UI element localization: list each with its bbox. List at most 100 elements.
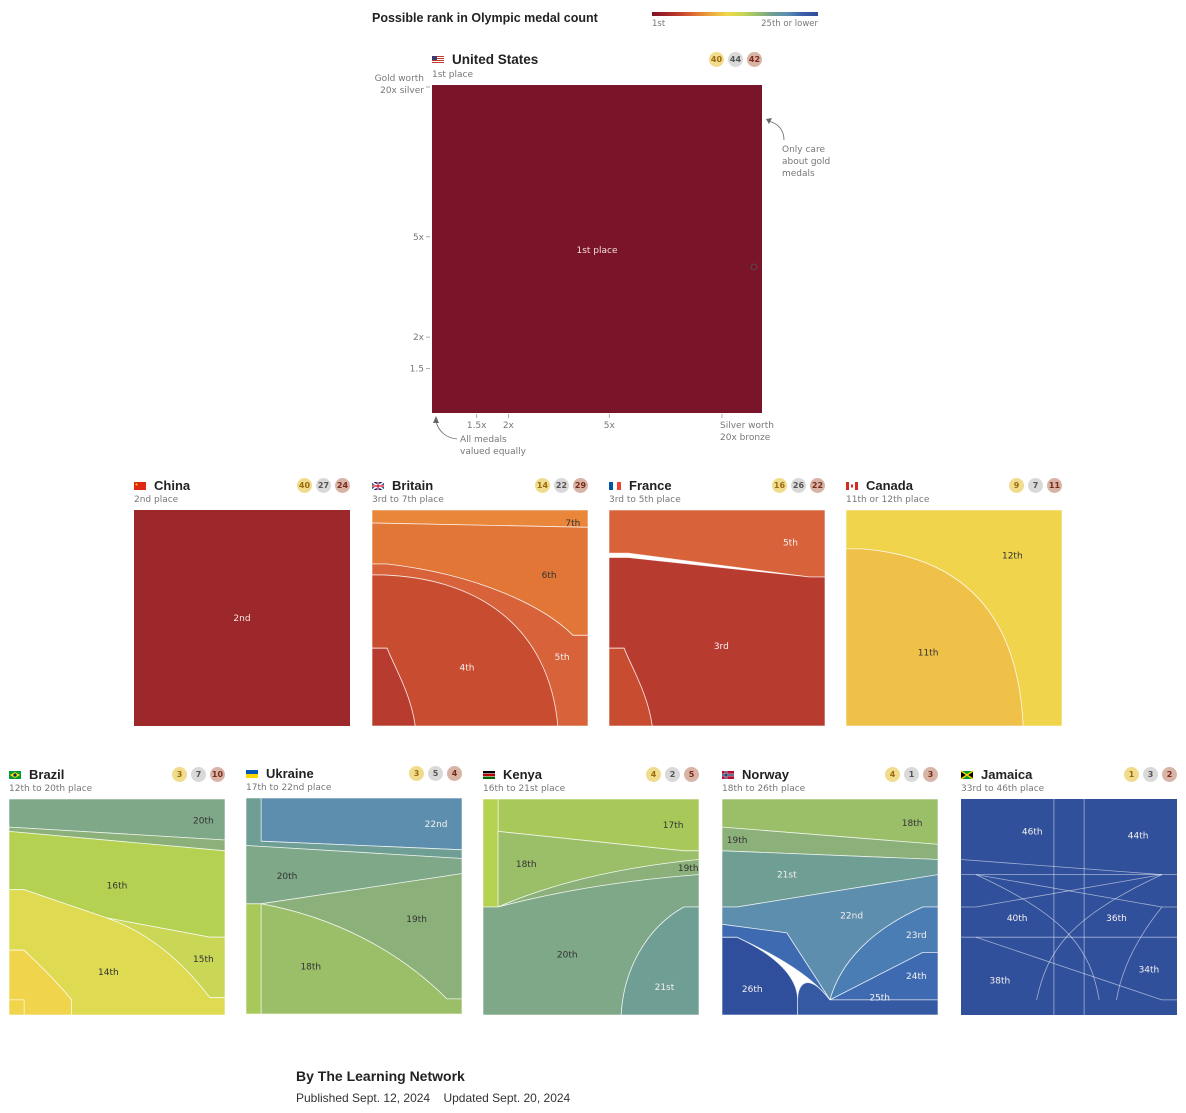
rank-label: 19th bbox=[727, 836, 748, 846]
region-boundary bbox=[961, 859, 1162, 875]
rank-label: 25th bbox=[869, 994, 890, 1004]
silver-medal-count: 26 bbox=[791, 478, 806, 493]
published-date: Published Sept. 12, 2024 bbox=[296, 1091, 431, 1105]
norway-flag-icon bbox=[722, 771, 734, 779]
us-flag-icon bbox=[432, 56, 444, 64]
gold-medal-count: 4 bbox=[646, 767, 661, 782]
medal-counts: 14 22 29 bbox=[535, 478, 588, 493]
rank-label: 40th bbox=[1007, 914, 1028, 924]
bronze-medal-count: 11 bbox=[1047, 478, 1062, 493]
rank-region bbox=[722, 923, 831, 1001]
country-name: Canada bbox=[866, 478, 913, 493]
bronze-medal-count: 42 bbox=[747, 52, 762, 67]
panel-united-states: United States 1st place 40 44 42 1st place 1.5… bbox=[375, 52, 830, 465]
rank-label: 7th bbox=[565, 519, 580, 529]
place-range: 17th to 22nd place bbox=[246, 783, 332, 793]
jamaica-flag-icon bbox=[961, 771, 973, 779]
panel-canada: Canada 11th or 12th place 9 7 11 12th 11th bbox=[846, 478, 1062, 726]
byline: By The Learning Network bbox=[296, 1068, 465, 1084]
region-boundary bbox=[1036, 874, 1163, 1000]
rank-label: 20th bbox=[277, 872, 298, 882]
panel-france: France 3rd to 5th place 16 26 22 5th 3rd bbox=[609, 478, 825, 726]
rank-region bbox=[246, 798, 462, 859]
panel-header: Brazil 12th to 20th place 3 7 10 bbox=[9, 767, 225, 799]
bronze-medal-count: 4 bbox=[447, 766, 462, 781]
rank-region bbox=[620, 906, 699, 1015]
country-name: Jamaica bbox=[981, 767, 1033, 782]
rank-label: 38th bbox=[990, 976, 1011, 986]
heatmap-regions bbox=[609, 510, 825, 726]
ukraine-flag-icon bbox=[246, 770, 258, 778]
rank-label: 11th bbox=[918, 649, 939, 659]
gold-medal-count: 9 bbox=[1009, 478, 1024, 493]
medal-counts: 40 27 24 bbox=[297, 478, 350, 493]
country-name: Brazil bbox=[29, 767, 65, 782]
rank-label: 34th bbox=[1139, 966, 1160, 976]
rank-label: 17th bbox=[663, 821, 684, 831]
rank-label: 16th bbox=[107, 881, 128, 891]
heatmap-regions bbox=[9, 799, 225, 1015]
rank-label: 2nd bbox=[233, 614, 250, 624]
panel-header: Norway 18th to 26th place 4 1 3 bbox=[722, 767, 938, 799]
rank-label: 5th bbox=[555, 653, 570, 663]
panel-header: Ukraine 17th to 22nd place 3 5 4 bbox=[246, 766, 462, 798]
rank-region bbox=[9, 799, 225, 841]
rank-region bbox=[372, 647, 416, 726]
panel-ukraine: Ukraine 17th to 22nd place 3 5 4 22nd 20th 19th… bbox=[246, 766, 462, 1014]
rank-heatmap: 2nd bbox=[134, 510, 350, 726]
rank-region bbox=[846, 548, 1024, 726]
rank-label: 36th bbox=[1106, 914, 1127, 924]
annotation-arrow bbox=[767, 120, 785, 141]
place-range: 11th or 12th place bbox=[846, 495, 930, 505]
x-tick-label: 2x bbox=[503, 421, 515, 431]
gold-medal-count: 3 bbox=[172, 767, 187, 782]
gold-medal-count: 40 bbox=[297, 478, 312, 493]
rank-color-legend: 1st 25th or lower bbox=[652, 12, 818, 29]
bronze-medal-count: 22 bbox=[810, 478, 825, 493]
rank-label: 22nd bbox=[425, 820, 448, 830]
annotation-top-right: Only care bbox=[782, 145, 825, 155]
heatmap-regions bbox=[722, 799, 938, 1015]
y-tick-label: 20x silver bbox=[380, 86, 424, 96]
rank-heatmap: 18th 19th 21st 22nd 23rd 24th 25th 26th bbox=[722, 799, 938, 1015]
y-tick-label: 2x bbox=[413, 333, 425, 343]
rank-region bbox=[722, 826, 938, 860]
kenya-flag-icon bbox=[483, 771, 495, 779]
heatmap-regions bbox=[483, 799, 699, 1015]
panel-header: Kenya 16th to 21st place 4 2 5 bbox=[483, 767, 699, 799]
rank-label: 18th bbox=[516, 860, 537, 870]
region-boundary bbox=[976, 874, 1177, 908]
medal-counts: 3 7 10 bbox=[172, 767, 225, 782]
country-name: Norway bbox=[742, 767, 789, 782]
rank-region bbox=[260, 903, 462, 1014]
rank-label: 1st place bbox=[576, 246, 617, 256]
panel-britain: Britain 3rd to 7th place 14 22 29 7th 6th 5th 4t… bbox=[372, 478, 588, 726]
x-tick-label: 5x bbox=[604, 421, 616, 431]
rank-label: 18th bbox=[300, 962, 321, 972]
country-name: Kenya bbox=[503, 767, 543, 782]
silver-medal-count: 5 bbox=[428, 766, 443, 781]
rank-label: 21st bbox=[777, 871, 797, 881]
china-flag-icon bbox=[134, 482, 146, 490]
annotation-bottom-left: All medals bbox=[460, 435, 507, 445]
rank-heatmap: 5th 3rd bbox=[609, 510, 825, 726]
rank-label: 15th bbox=[193, 955, 214, 965]
rank-heatmap-large: 1st place 1.5 2x 5x Gold worth 20x silver 1.5x… bbox=[375, 74, 831, 457]
x-tick-label: Silver worth bbox=[720, 421, 774, 431]
bronze-medal-count: 10 bbox=[210, 767, 225, 782]
panel-china: China 2nd place 40 27 24 2nd bbox=[134, 478, 350, 726]
region-boundary bbox=[1116, 906, 1163, 1000]
rank-heatmap: 46th 44th 40th 36th 38th 34th bbox=[961, 799, 1177, 1015]
region-boundary bbox=[961, 874, 1162, 908]
country-name: Britain bbox=[392, 478, 434, 493]
place-range: 16th to 21st place bbox=[483, 784, 566, 794]
rank-label: 19th bbox=[678, 864, 699, 874]
rank-region bbox=[246, 903, 262, 1014]
silver-medal-count: 7 bbox=[1028, 478, 1043, 493]
panel-header: Britain 3rd to 7th place 14 22 29 bbox=[372, 478, 588, 510]
bronze-medal-count: 29 bbox=[573, 478, 588, 493]
place-range: 2nd place bbox=[134, 495, 179, 505]
rank-label: 20th bbox=[193, 817, 214, 827]
